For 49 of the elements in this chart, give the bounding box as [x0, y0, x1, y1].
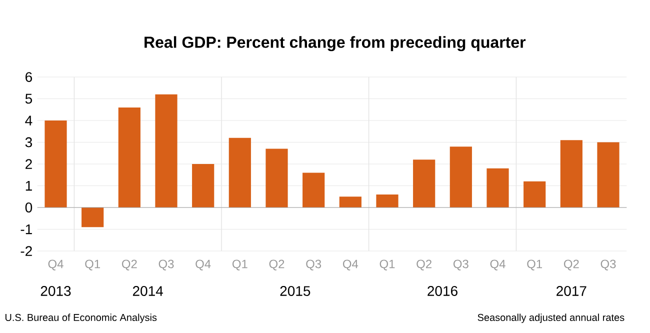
y-tick-label: 0 — [25, 202, 32, 212]
x-tick-label: Q4 — [48, 260, 64, 270]
x-tick-label: Q1 — [232, 260, 248, 270]
bar — [486, 168, 509, 208]
x-tick-label: Q2 — [122, 260, 137, 270]
y-tick-label: 3 — [25, 137, 32, 148]
y-tick-label: 2 — [26, 159, 32, 169]
y-tick-label: 6 — [26, 72, 32, 82]
x-tick-label: Q4 — [342, 260, 358, 270]
bar — [192, 164, 214, 208]
bar — [560, 140, 582, 208]
bar — [413, 160, 436, 208]
text: 2016 — [428, 286, 458, 296]
bar — [228, 138, 251, 208]
bar — [44, 120, 67, 208]
x-tick-label: Q3 — [306, 260, 322, 270]
x-tick-label: Q3 — [453, 260, 468, 270]
bar — [82, 208, 104, 228]
x-tick-label: Q1 — [85, 260, 100, 270]
x-tick-label: Q2 — [416, 260, 432, 270]
x-tick-label: Q1 — [527, 260, 542, 270]
x-tick-label: Q3 — [158, 260, 174, 270]
x-tick-label: Q1 — [380, 260, 395, 270]
y-tick-label: 4 — [25, 116, 32, 126]
y-tick-label: 1 — [26, 180, 32, 191]
text: 2015 — [280, 286, 310, 296]
text: 2014 — [132, 286, 163, 296]
y-tick-label: -1 — [20, 224, 32, 234]
y-tick-label: 5 — [25, 94, 32, 104]
bar — [450, 146, 472, 208]
bar — [339, 196, 362, 208]
bar — [524, 181, 546, 208]
text: 2013 — [40, 286, 71, 296]
text: Seasonally adjusted annual rates — [478, 314, 624, 323]
bar — [118, 107, 140, 208]
x-tick-label: Q4 — [196, 260, 211, 270]
x-tick-label: Q3 — [600, 260, 616, 270]
bar — [302, 172, 325, 208]
x-tick-label: Q2 — [269, 260, 284, 270]
x-tick-label: Q4 — [490, 260, 506, 270]
bar — [376, 194, 398, 208]
text: 2017 — [556, 286, 586, 296]
bar — [155, 94, 178, 208]
x-tick-label: Q2 — [564, 260, 579, 270]
text: U.S. Bureau of Economic Analysis — [5, 314, 157, 323]
y-tick-label: -2 — [20, 246, 32, 256]
chart-title: Real GDP: Percent change from preceding quarter — [144, 36, 526, 52]
bar — [266, 148, 288, 208]
bar — [597, 142, 620, 208]
